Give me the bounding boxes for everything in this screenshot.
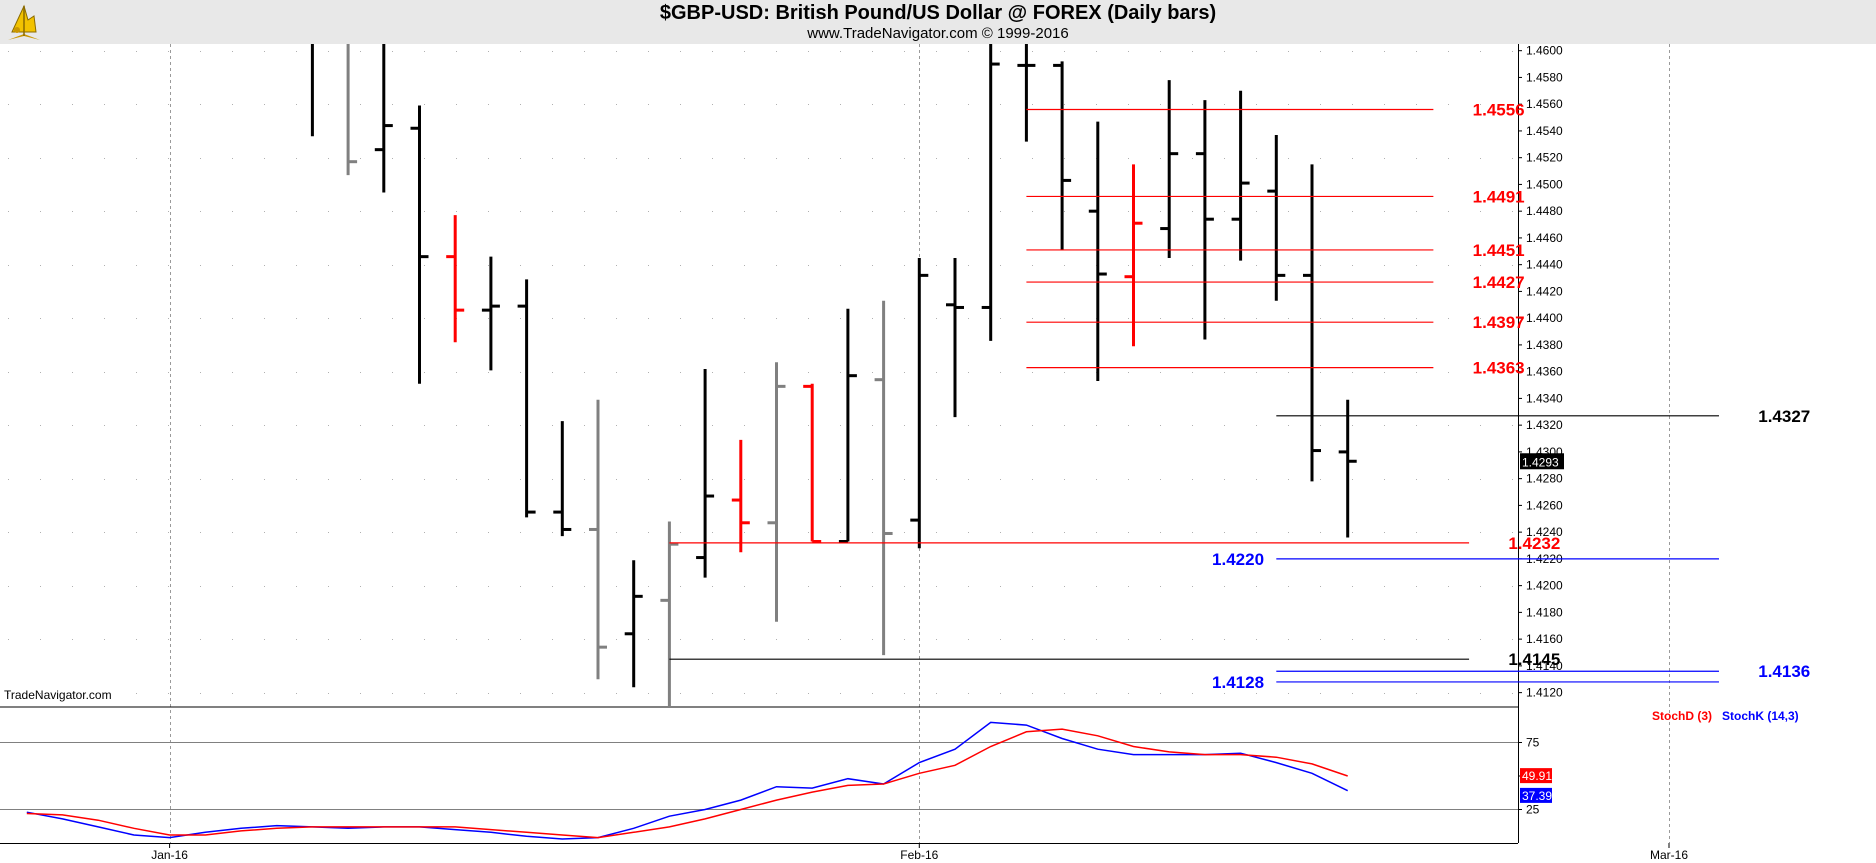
- price-axis-area: [1518, 44, 1876, 863]
- y-tick-label: 1.4520: [1526, 151, 1563, 165]
- y-tick-label: 1.4480: [1526, 204, 1563, 218]
- stochd-value: 49.91: [1522, 769, 1552, 783]
- y-tick-label: 1.4140: [1526, 659, 1563, 673]
- level-label: 1.4491: [1473, 187, 1525, 206]
- chart-title: $GBP-USD: British Pound/US Dollar @ FORE…: [659, 2, 1217, 24]
- y-tick-label: 1.4600: [1526, 44, 1563, 58]
- last-price-tag: [1520, 453, 1564, 470]
- y-tick-label: 1.4240: [1526, 525, 1563, 539]
- y-tick-label: 1.4500: [1526, 177, 1563, 191]
- y-tick-label: 1.4360: [1526, 365, 1563, 379]
- y-tick-label: 1.4400: [1526, 311, 1563, 325]
- level-label: 1.4232: [1508, 534, 1560, 553]
- y-tick-label: 1.4120: [1526, 686, 1563, 700]
- stochastic-pane: [0, 709, 1518, 843]
- y-tick-label: 1.4560: [1526, 97, 1563, 111]
- y-tick-label: 1.4160: [1526, 632, 1563, 646]
- y-tick-label: 1.4440: [1526, 258, 1563, 272]
- level-label: 1.4128: [1212, 673, 1264, 692]
- level-label: 1.4556: [1473, 101, 1525, 120]
- y-tick-label: 1.4180: [1526, 605, 1563, 619]
- x-tick-label: Feb-16: [900, 848, 938, 862]
- y-tick-label: 1.4540: [1526, 124, 1563, 138]
- level-label: 1.4427: [1473, 273, 1525, 292]
- y-tick-label: 1.4380: [1526, 338, 1563, 352]
- stochK-line: [26, 721, 1349, 840]
- y-tick-label: 1.4320: [1526, 418, 1563, 432]
- y-tick-label: 1.4260: [1526, 498, 1563, 512]
- stochk-value: 37.39: [1522, 789, 1552, 803]
- level-label: 1.4397: [1473, 313, 1525, 332]
- header-bar: [0, 0, 1876, 44]
- y-tick-label: 1.4460: [1526, 231, 1563, 245]
- stochk-value-tag: [1520, 787, 1552, 803]
- date-axis-area: [0, 843, 1876, 863]
- stoch-y-tick-label: 75: [1526, 736, 1540, 750]
- level-label: 1.4327: [1758, 407, 1810, 426]
- stochD-line: [26, 728, 1348, 839]
- stochd-legend: StochD (3): [1652, 709, 1712, 723]
- stochk-legend: StochK (14,3): [1722, 709, 1799, 723]
- y-tick-label: 1.4340: [1526, 391, 1563, 405]
- stoch-y-tick-label: 25: [1526, 803, 1540, 817]
- level-label: 1.4451: [1473, 241, 1525, 260]
- ohlc-bars: [310, 44, 1357, 706]
- y-tick-label: 1.4200: [1526, 579, 1563, 593]
- x-tick-label: Mar-16: [1650, 848, 1688, 862]
- price-pane: [0, 44, 1518, 706]
- level-label: 1.4145: [1508, 650, 1560, 669]
- last-price-value: 1.4293: [1522, 455, 1559, 469]
- level-label: 1.4220: [1212, 550, 1264, 569]
- y-tick-label: 1.4420: [1526, 284, 1563, 298]
- stochd-value-tag: [1520, 768, 1552, 784]
- watermark-text: TradeNavigator.com: [4, 688, 112, 702]
- trade-navigator-logo-icon: [8, 4, 40, 40]
- y-tick-label: 1.4280: [1526, 472, 1563, 486]
- level-label: 1.4136: [1758, 662, 1810, 681]
- x-tick-label: Jan-16: [151, 848, 188, 862]
- y-tick-label: 1.4580: [1526, 70, 1563, 84]
- chart-subtitle: www.TradeNavigator.com © 1999-2016: [807, 25, 1069, 42]
- level-label: 1.4363: [1473, 359, 1525, 378]
